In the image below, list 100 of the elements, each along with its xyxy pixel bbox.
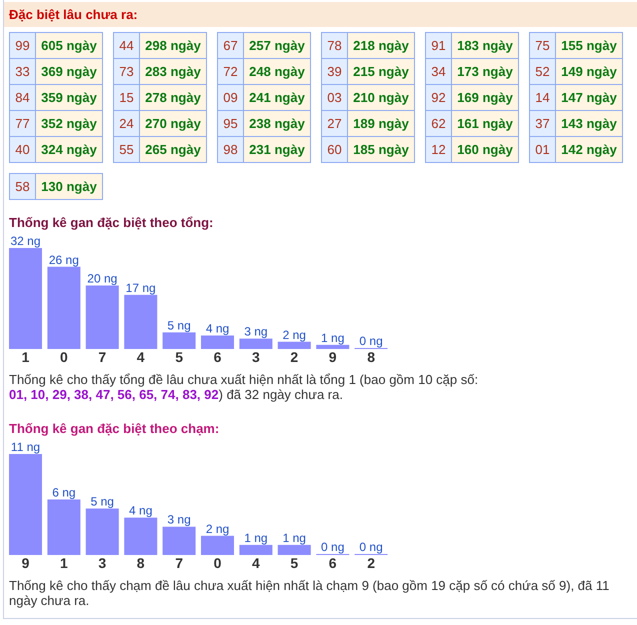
x-tick-label: 4 <box>252 555 260 571</box>
x-tick-label: 2 <box>290 349 298 365</box>
data-label: 185 ngày <box>353 142 409 157</box>
category-label: 55 <box>119 142 134 157</box>
category-label: 77 <box>15 116 30 131</box>
data-label: 169 ngày <box>457 90 513 105</box>
bar <box>9 454 42 555</box>
bar <box>47 499 80 555</box>
bar <box>201 536 234 555</box>
data-label: 270 ngày <box>145 116 201 131</box>
data-label: 283 ngày <box>145 64 201 79</box>
x-tick-label: 8 <box>367 349 376 365</box>
data-label: 3 ng <box>167 512 191 527</box>
x-tick-label: 4 <box>136 349 145 365</box>
bar <box>201 336 234 349</box>
bar <box>278 342 311 349</box>
data-label: 173 ngày <box>457 64 513 79</box>
data-label: 5 ng <box>90 494 114 509</box>
data-label: 369 ngày <box>41 64 97 79</box>
bar <box>162 526 196 555</box>
data-label: 3 ng <box>244 324 268 339</box>
data-label: 257 ngày <box>249 38 305 53</box>
category-label: 03 <box>327 90 342 105</box>
x-tick-label: 9 <box>328 349 337 365</box>
bar <box>47 266 80 349</box>
category-label: 99 <box>15 38 30 53</box>
category-label: 14 <box>535 90 550 105</box>
category-label: 62 <box>431 116 446 131</box>
bar <box>316 344 350 349</box>
data-label: 265 ngày <box>145 142 201 157</box>
data-label: 218 ngày <box>353 38 409 53</box>
x-tick-label: 5 <box>175 349 184 365</box>
data-label: 352 ngày <box>41 116 97 131</box>
data-label: 298 ngày <box>145 38 201 53</box>
category-label: 73 <box>119 64 134 79</box>
data-label: 183 ngày <box>457 38 513 53</box>
x-tick-label: 0 <box>214 555 222 571</box>
bar <box>239 338 272 349</box>
data-label: 4 ng <box>206 322 230 336</box>
text: Đặc biệt lâu chưa ra: <box>9 7 138 22</box>
data-label: 130 ngày <box>41 179 97 194</box>
bar <box>124 294 158 349</box>
category-label: 91 <box>431 38 446 53</box>
bar <box>124 518 158 555</box>
data-label: 1 ng <box>244 530 268 545</box>
data-label: 149 ngày <box>561 64 617 79</box>
data-label: 248 ngày <box>249 64 305 79</box>
x-tick-label: 3 <box>98 555 106 571</box>
category-label: 72 <box>223 64 238 79</box>
x-tick-label: 1 <box>60 555 68 571</box>
x-tick-label: 9 <box>22 555 30 571</box>
category-label: 34 <box>431 64 446 79</box>
data-label: 324 ngày <box>41 142 97 157</box>
x-tick-label: 7 <box>175 555 184 571</box>
bar <box>162 332 196 349</box>
category-label: 39 <box>327 64 342 79</box>
x-tick-label: 2 <box>367 555 376 571</box>
data-label: 189 ngày <box>353 116 409 131</box>
category-label: 01 <box>535 142 550 157</box>
data-label: 210 ngày <box>353 90 409 105</box>
text: Thống kê cho thấy chạm đề lâu chưa xuất hiện nhất là chạm 9 (bao gồm 19 cặp số có chứa số 9), đã 11 ngày chưa ra. <box>9 578 610 608</box>
x-tick-label: 6 <box>328 555 337 571</box>
category-label: 15 <box>119 90 134 105</box>
category-label: 24 <box>119 116 134 131</box>
data-label: 605 ngày <box>41 38 97 53</box>
data-label: 11 ng <box>10 440 40 454</box>
bar <box>9 248 42 349</box>
category-label: 12 <box>431 142 446 157</box>
data-label: 278 ngày <box>145 90 201 105</box>
x-tick-label: 7 <box>98 349 106 365</box>
data-label: 20 ng <box>87 272 118 286</box>
data-label: 5 ng <box>167 318 191 332</box>
data-label: 2 ng <box>206 522 230 536</box>
category-label: 58 <box>15 179 30 194</box>
category-label: 78 <box>327 38 342 53</box>
data-label: 161 ngày <box>457 116 513 131</box>
bar <box>278 544 311 555</box>
bar <box>86 286 119 349</box>
chart-title: Thống kê gan đặc biệt theo tổng: <box>9 215 214 230</box>
x-tick-label: 0 <box>60 349 68 365</box>
data-label: 359 ngày <box>41 90 97 105</box>
x-tick-label: 6 <box>214 349 222 365</box>
data-label: 143 ngày <box>561 116 617 131</box>
data-label: 142 ngày <box>561 142 617 157</box>
category-label: 40 <box>15 142 30 157</box>
text: Thống kê cho thấy tổng đề lâu chưa xuất hiện nhất là tổng 1 (bao gồm 10 cặp số: <box>9 372 478 387</box>
data-label: 0 ng <box>359 334 383 348</box>
text: ) đã 32 ngày chưa ra. <box>218 387 343 402</box>
data-label: 32 ng <box>10 234 41 248</box>
text: 01, 10, 29, 38, 47, 56, 65, 74, 83, 92 <box>9 387 219 402</box>
data-label: 26 ng <box>48 252 79 267</box>
data-label: 238 ngày <box>249 116 305 131</box>
bar <box>239 544 272 555</box>
category-label: 09 <box>223 90 238 105</box>
category-label: 98 <box>223 142 238 157</box>
data-label: 215 ngày <box>353 64 409 79</box>
x-tick-label: 3 <box>252 349 260 365</box>
data-label: 1 ng <box>321 330 344 345</box>
data-label: 2 ng <box>282 328 306 342</box>
data-label: 231 ngày <box>249 142 305 157</box>
